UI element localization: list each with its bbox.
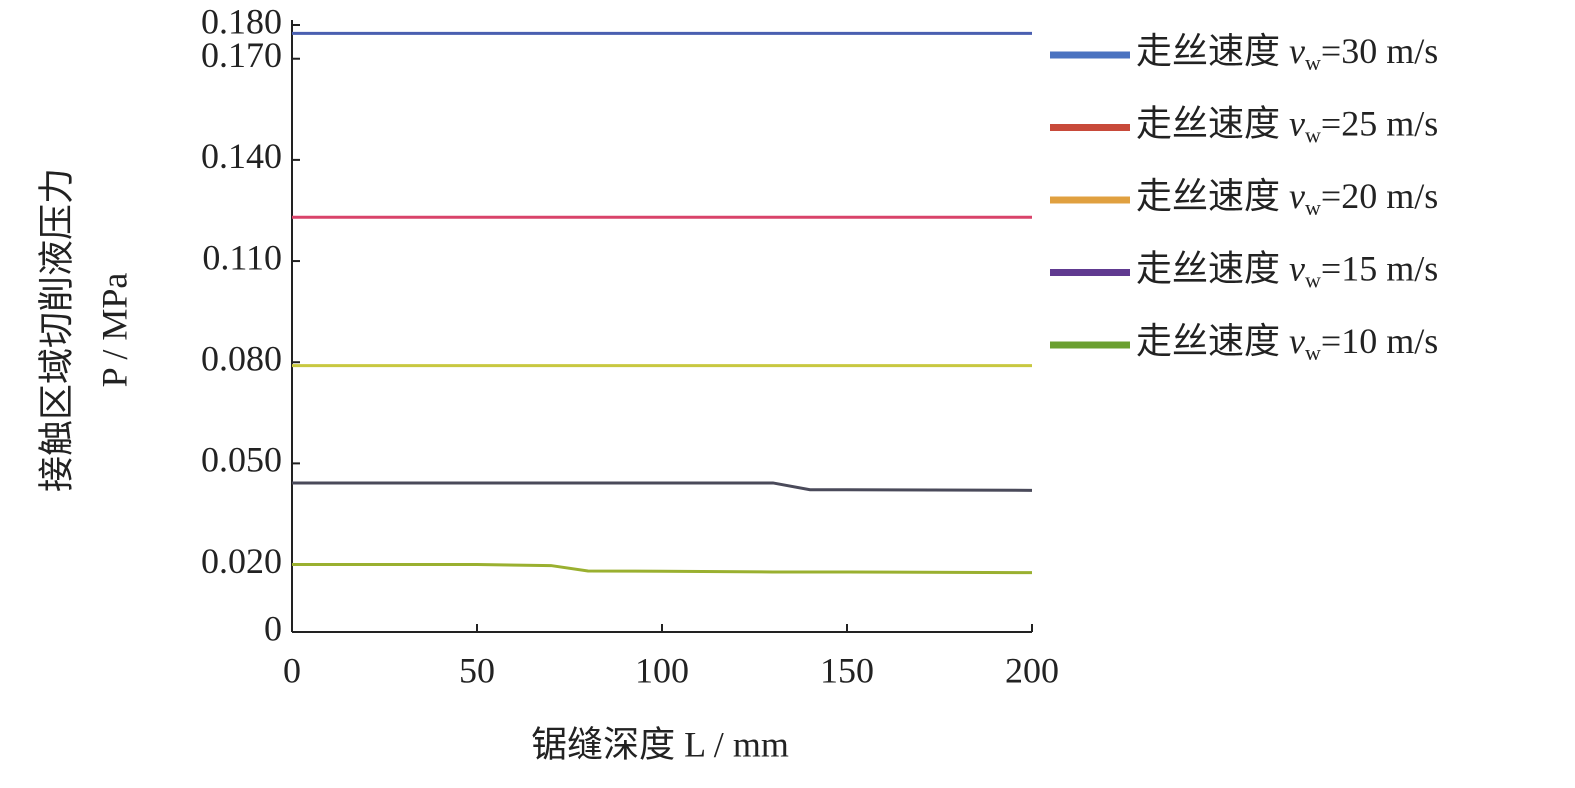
x-tick-label: 50 (459, 650, 495, 690)
y-axis-label: 接触区域切削液压力 (36, 168, 76, 492)
legend-label: 走丝速度 vw=15 m/s (1136, 249, 1438, 293)
y-axis-label-group: 接触区域切削液压力 P / MPa (36, 168, 134, 492)
y-tick-label: 0.050 (201, 440, 282, 480)
y-tick-label: 0 (264, 608, 282, 648)
y-tick-label: 0.080 (201, 338, 282, 378)
x-tick-label: 150 (820, 650, 874, 690)
y-tick-label: 0.110 (202, 237, 282, 277)
x-tick-label: 0 (283, 650, 301, 690)
x-tick-label: 100 (635, 650, 689, 690)
y-tick-label: 0.140 (201, 136, 282, 176)
legend-label: 走丝速度 vw=30 m/s (1136, 31, 1438, 75)
series-line (292, 481, 1033, 492)
series-line (292, 563, 1033, 575)
y-tick-label: 0.170 (201, 35, 282, 75)
legend-label: 走丝速度 vw=20 m/s (1136, 176, 1438, 220)
legend-label: 走丝速度 vw=10 m/s (1136, 321, 1438, 365)
legend-label: 走丝速度 vw=25 m/s (1136, 104, 1438, 148)
y-axis-label: P / MPa (94, 273, 134, 388)
x-tick-label: 200 (1005, 650, 1059, 690)
y-tick-label: 0.180 (201, 1, 282, 41)
x-axis-label: 锯缝深度 L / mm (531, 724, 789, 764)
y-tick-label: 0.020 (201, 541, 282, 581)
